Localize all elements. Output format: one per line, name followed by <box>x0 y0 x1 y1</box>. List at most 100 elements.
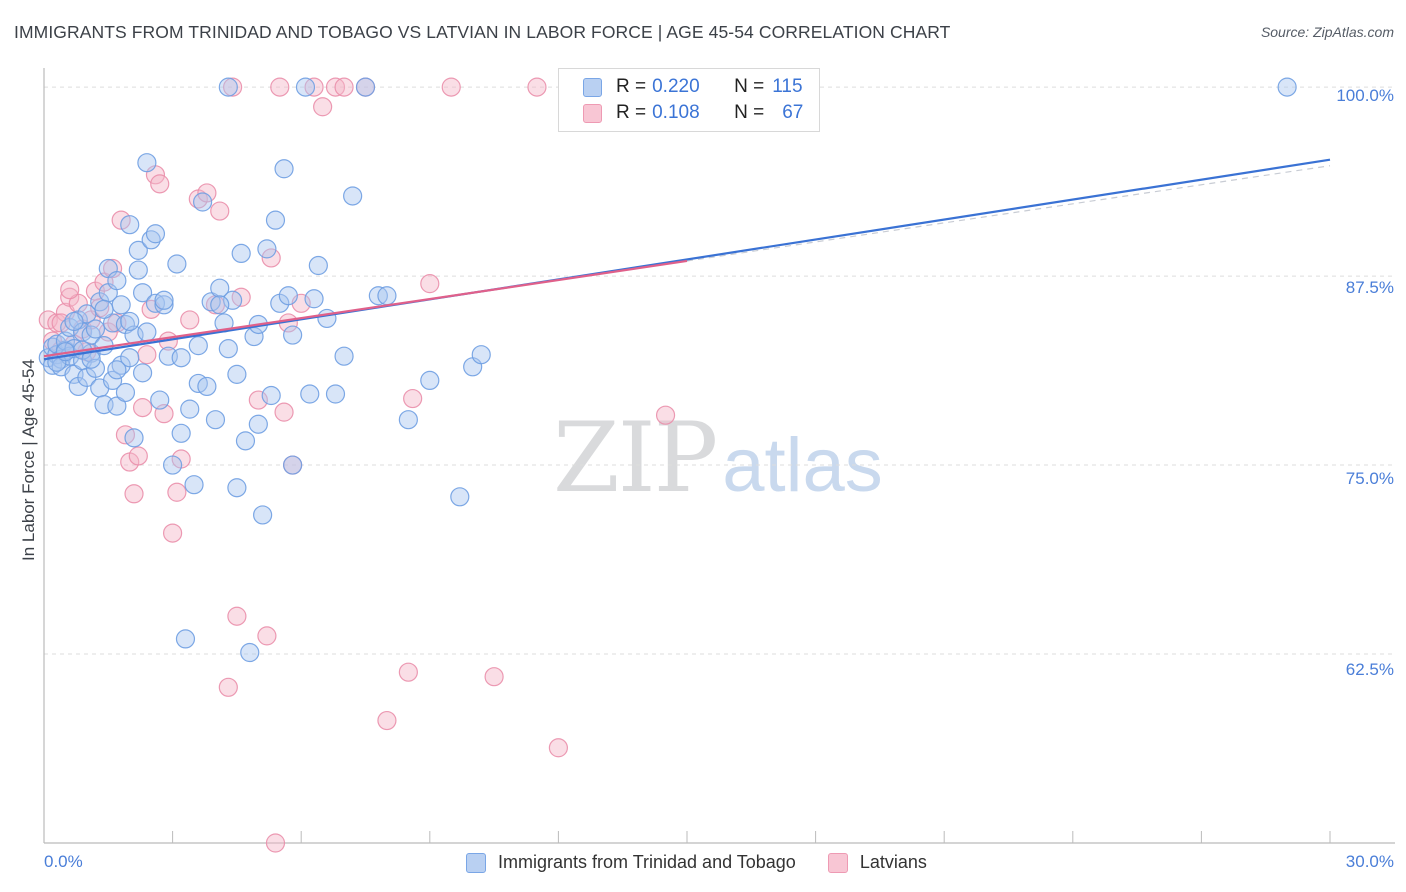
watermark-zip: ZIP <box>553 402 718 514</box>
chart-title: IMMIGRANTS FROM TRINIDAD AND TOBAGO VS L… <box>14 22 951 42</box>
trinidad-point <box>137 322 157 342</box>
trinidad-point <box>253 505 273 525</box>
legend-n-label: N = <box>734 76 765 97</box>
trinidad-point <box>120 215 140 235</box>
latvians-point <box>484 667 504 687</box>
legend-n-value: 115 <box>772 76 803 97</box>
latvians-point <box>655 405 676 425</box>
latvians-point <box>197 183 217 203</box>
trinidad-point <box>85 319 106 339</box>
trinidad-point <box>231 243 251 264</box>
trinidad-point <box>188 336 208 356</box>
trinidad-point <box>218 339 238 359</box>
trinidad-point <box>154 295 174 315</box>
latvians-point <box>261 248 281 268</box>
latvians-point <box>137 345 157 365</box>
legend-swatch-pink <box>827 852 848 873</box>
source-label: Source: ZipAtlas.com <box>1260 24 1394 40</box>
watermark: ZIPatlas <box>553 402 883 514</box>
latvians-point <box>274 402 294 422</box>
trinidad-point <box>274 159 294 179</box>
trinidad-point <box>107 271 127 291</box>
trinidad-trend-line <box>43 158 1331 361</box>
trinidad-point <box>471 345 491 365</box>
trinidad-point <box>300 384 320 404</box>
latvians-point <box>167 482 187 502</box>
latvians-point <box>163 523 183 543</box>
trinidad-point <box>420 370 440 390</box>
trinidad-point <box>355 77 376 97</box>
trinidad-point <box>317 308 337 329</box>
trinidad-point <box>132 283 153 303</box>
trinidad-point <box>175 629 196 649</box>
latvians-point <box>313 97 333 117</box>
trinidad-point <box>132 363 153 383</box>
latvians-trend-line <box>43 259 688 358</box>
y-axis-label: In Labor Force | Age 45-54 <box>19 359 38 561</box>
y-tick-label: 75.0% <box>1345 469 1394 488</box>
x-tick-label: 0.0% <box>44 852 83 871</box>
latvians-point <box>223 77 243 97</box>
latvians-point <box>257 626 277 646</box>
trinidad-point <box>218 77 238 97</box>
trinidad-point <box>193 192 213 212</box>
trinidad-point <box>450 487 470 507</box>
stats-legend: R = 0.220 N = 115 R = 0.108 N = 67 <box>558 68 820 132</box>
trinidad-point <box>1277 77 1297 97</box>
trinidad-point <box>325 384 346 404</box>
trinidad-point <box>64 311 84 332</box>
latvians-point <box>398 662 418 682</box>
trend-lines <box>43 158 1331 361</box>
legend-row-latvians: R = 0.108 N = 67 <box>583 101 803 125</box>
latvians-point <box>102 258 123 279</box>
trinidad-point <box>124 428 144 448</box>
latvians-point <box>527 77 547 97</box>
latvians-points <box>38 77 676 853</box>
latvians-point <box>124 484 144 504</box>
trinidad-point <box>308 255 328 276</box>
trinidad-point <box>85 358 106 378</box>
latvians-point <box>128 446 148 466</box>
trinidad-point <box>102 370 123 390</box>
y-tick-label: 87.5% <box>1345 278 1394 297</box>
x-tick-label: 30.0% <box>1345 852 1394 871</box>
legend-r-label: R = <box>616 102 647 123</box>
trinidad-point <box>283 325 303 345</box>
axes <box>43 68 1395 844</box>
legend-series-trinidad: Immigrants from Trinidad and Tobago <box>498 852 796 872</box>
legend-swatch-blue <box>583 77 602 97</box>
legend-series-latvians: Latvians <box>859 852 927 872</box>
latvians-point <box>403 388 423 409</box>
trinidad-point <box>107 396 127 416</box>
latvians-point <box>60 280 80 300</box>
latvians-point <box>265 833 286 853</box>
y-tick-label: 62.5% <box>1345 660 1394 679</box>
legend-r-label: R = <box>616 76 647 97</box>
latvians-point <box>248 390 268 410</box>
trinidad-points <box>38 77 1297 663</box>
trinidad-point <box>278 286 298 306</box>
trinidad-point <box>265 210 286 230</box>
trinidad-point <box>128 240 148 260</box>
latvians-point <box>111 210 131 230</box>
legend-r-value: 0.108 <box>652 102 700 123</box>
trinidad-point <box>171 348 191 368</box>
trinidad-point <box>180 399 200 419</box>
latvians-point <box>270 77 290 97</box>
legend-r-value: 0.220 <box>652 76 700 97</box>
trinidad-point <box>295 77 316 97</box>
trinidad-point <box>377 286 397 306</box>
trinidad-point <box>304 289 324 309</box>
trinidad-point <box>343 186 363 206</box>
trinidad-point <box>205 410 226 430</box>
latvians-point <box>227 606 247 626</box>
legend-row-trinidad: R = 0.220 N = 115 <box>583 75 803 99</box>
trinidad-point <box>227 364 247 384</box>
trinidad-point <box>167 254 187 274</box>
latvians-point <box>210 201 230 221</box>
trinidad-point <box>398 410 418 430</box>
latvians-point <box>150 174 170 194</box>
latvians-point <box>420 274 440 294</box>
trinidad-point <box>128 260 148 280</box>
